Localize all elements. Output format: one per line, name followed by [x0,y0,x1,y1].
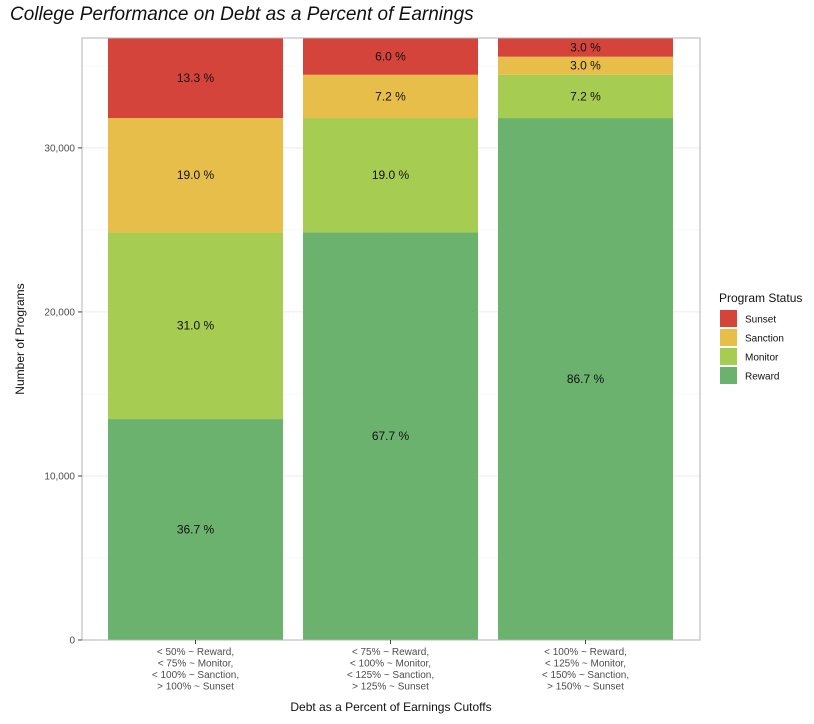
data-label-monitor: 31.0 % [177,319,215,333]
data-label-reward: 67.7 % [372,429,410,443]
x-tick-label-line: < 75% ~ Monitor, [158,659,234,670]
y-tick-label: 10,000 [44,471,75,482]
chart-title: College Performance on Debt as a Percent… [10,4,474,25]
x-tick-label-line: < 100% ~ Sanction, [152,670,239,681]
legend-title: Program Status [719,291,802,305]
bar-segments [108,38,673,640]
bar-segment-monitor [498,74,673,119]
legend-label-sunset: Sunset [745,315,776,326]
data-labels: 36.7 % 31.0 % 19.0 % 13.3 % 67.7 % 19.0 % 7.2 … [177,40,605,536]
bar-segment-reward [303,232,478,640]
x-tick-label-line: > 125% ~ Sunset [352,682,429,693]
x-tick-label: < 50% ~ Reward, < 75% ~ Monitor, < 100% ~ … [152,647,239,693]
legend-swatch-sanction [720,329,737,346]
y-tick-label: 0 [69,636,75,647]
x-tick-label-line: < 100% ~ Monitor, [350,659,431,670]
y-tick-label: 30,000 [44,143,75,154]
data-label-reward: 86.7 % [567,372,605,386]
legend-swatch-reward [720,367,737,384]
x-tick-label-line: < 50% ~ Reward, [157,647,234,658]
data-label-monitor: 19.0 % [372,168,410,182]
x-tick-label: < 100% ~ Reward, < 125% ~ Monitor, < 150% … [542,647,629,693]
x-tick-label-line: > 100% ~ Sunset [157,682,234,693]
legend-label-monitor: Monitor [745,353,779,364]
bar-segment-sanction [498,56,673,75]
bar-segment-reward [498,118,673,640]
x-tick-label-line: < 150% ~ Sanction, [542,670,629,681]
bar-segment-reward [108,419,283,640]
bar-segment-sunset [303,38,478,75]
data-label-sanction: 7.2 % [375,89,406,103]
data-label-monitor: 7.2 % [570,89,601,103]
legend-swatch-monitor [720,348,737,365]
data-label-sunset: 13.3 % [177,71,215,85]
x-tick-label-line: > 150% ~ Sunset [547,682,624,693]
bar-segment-sunset [498,38,673,57]
data-label-sunset: 3.0 % [570,40,601,54]
legend-swatch-sunset [720,310,737,327]
legend-label-reward: Reward [745,372,779,383]
bar-segment-sanction [303,74,478,119]
y-axis-title: Number of Programs [13,283,27,394]
x-tick-label-line: < 75% ~ Reward, [352,647,429,658]
x-tick-label: < 75% ~ Reward, < 100% ~ Monitor, < 125% ~… [347,647,434,693]
x-axis-title: Debt as a Percent of Earnings Cutoffs [290,700,491,714]
data-label-reward: 36.7 % [177,523,215,537]
legend-label-sanction: Sanction [745,334,784,345]
data-label-sanction: 19.0 % [177,168,215,182]
x-tick-label-line: < 100% ~ Reward, [544,647,627,658]
bar-segment-sanction [108,118,283,233]
legend: Program Status Sunset Sanction Monitor Rewar… [719,291,802,384]
x-tick-label-line: < 125% ~ Sanction, [347,670,434,681]
data-label-sanction: 3.0 % [570,59,601,73]
bar-segment-monitor [108,232,283,420]
y-tick-label: 20,000 [44,307,75,318]
x-tick-label-line: < 125% ~ Monitor, [545,659,626,670]
bar-segment-sunset [108,38,283,119]
bar-segment-monitor [303,118,478,233]
data-label-sunset: 6.0 % [375,49,406,63]
